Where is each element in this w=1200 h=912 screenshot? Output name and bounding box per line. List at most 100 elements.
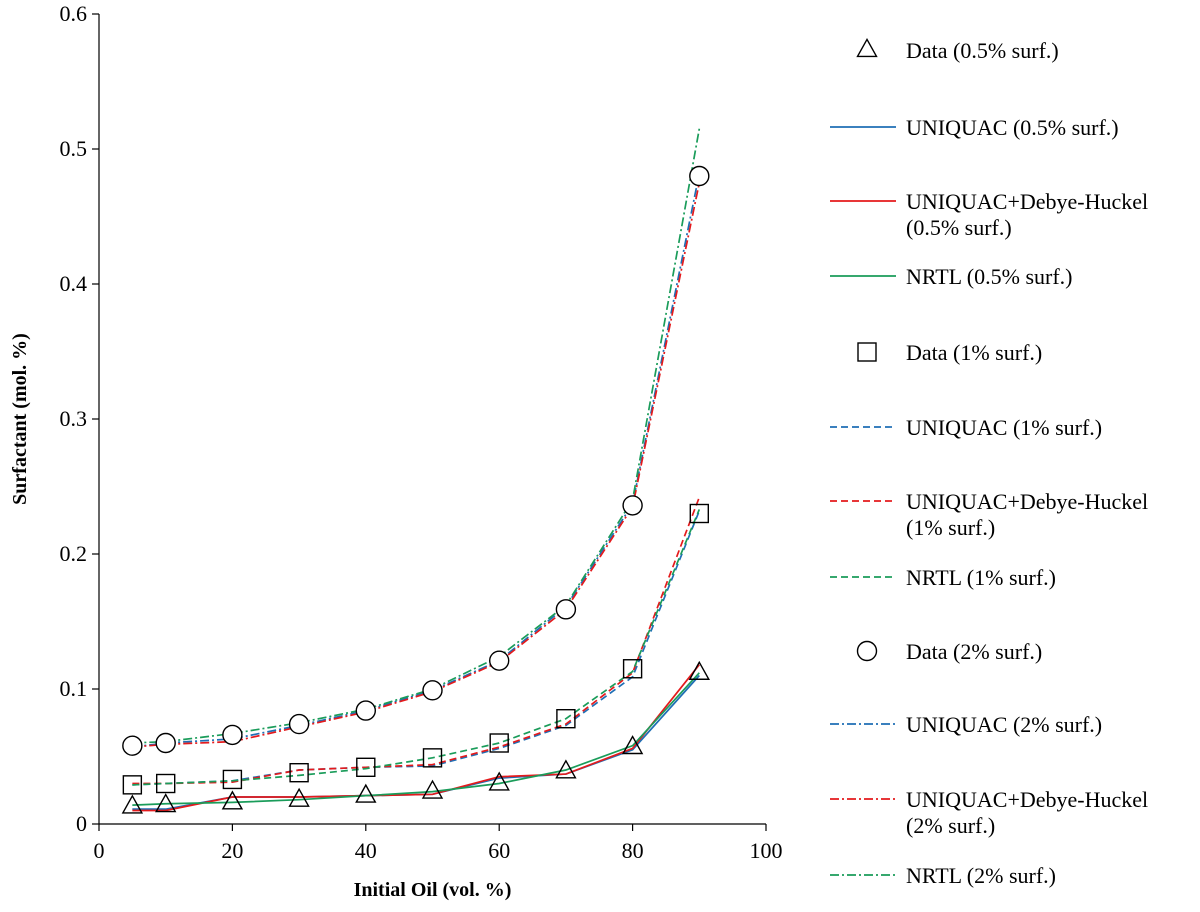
legend-entry: NRTL (1% surf.) [830,565,1056,590]
data-point-circle [122,735,143,756]
data-marker-bg [489,651,509,671]
legend-entry: UNIQUAC+Debye-Huckel(1% surf.) [830,489,1148,540]
legend-swatch-triangle [856,38,878,58]
series-uniquac-debye-huckel-0-5-surf- [132,664,700,812]
series-data-1-surf- [122,503,709,795]
axes [98,14,766,825]
data-marker-bg [356,701,376,721]
legend-label: UNIQUAC (1% surf.) [906,415,1102,440]
y-tick-label: 0.6 [60,1,88,26]
y-tick-label: 0 [76,811,87,836]
legend-label: NRTL (0.5% surf.) [906,264,1073,289]
data-point-circle [355,700,376,721]
x-axis-title: Initial Oil (vol. %) [354,879,512,901]
y-tick-label: 0.4 [60,271,88,296]
series-nrtl-2-surf- [132,128,701,744]
legend-entry: UNIQUAC (1% surf.) [830,415,1102,440]
legend-entry: Data (1% surf.) [857,340,1042,365]
data-point-triangle [355,783,377,803]
data-point-triangle [688,660,710,680]
series-nrtl-1-surf- [132,509,701,786]
data-point-square [155,773,176,794]
series-line [132,173,701,748]
legend-label: NRTL (1% surf.) [906,565,1056,590]
data-point-circle [155,732,176,754]
data-point-triangle [221,790,244,810]
x-axis-ticks: 0 20 40 60 80 100 [94,824,783,863]
legend: Data (0.5% surf.) UNIQUAC (0.5% surf.) UNI… [830,38,1148,888]
series-nrtl-0-5-surf- [132,672,700,806]
data-point-triangle [121,794,144,814]
series-line [132,128,701,744]
legend-label: NRTL (2% surf.) [906,863,1056,888]
data-point-triangle [421,779,444,799]
x-tick-label: 80 [622,838,644,863]
legend-label: (0.5% surf.) [906,215,1012,240]
y-tick-label: 0.5 [60,136,88,161]
y-tick-label: 0.3 [60,406,88,431]
data-point-triangle [288,787,310,807]
series-uniquac-1-surf- [132,510,701,786]
legend-label: UNIQUAC (0.5% surf.) [906,115,1119,140]
legend-entry: Data (2% surf.) [856,639,1042,664]
legend-entry: UNIQUAC+Debye-Huckel(0.5% surf.) [830,189,1148,240]
legend-entry: NRTL (2% surf.) [830,863,1056,888]
data-point-circle [222,724,243,746]
series-uniquac-2-surf- [132,173,701,748]
x-tick-label: 20 [221,838,243,863]
data-point-circle [489,650,510,671]
data-point-square [356,757,376,777]
legend-swatch-square [857,342,877,362]
data-marker-bg [689,166,709,186]
series-line [132,509,701,786]
data-marker-bg [423,680,442,700]
data-point-triangle [488,771,510,791]
y-axis-title: Surfactant (mol. %) [9,333,31,505]
data-marker-bg [556,599,576,619]
series-line [132,182,701,748]
x-tick-label: 60 [488,838,510,863]
x-tick-label: 100 [750,838,783,863]
y-tick-label: 0.2 [60,541,88,566]
x-tick-label: 0 [94,838,105,863]
data-point-triangle [155,793,177,813]
series-line [132,672,700,806]
legend-label: (2% surf.) [906,813,995,838]
series-line [132,510,701,786]
series-uniquac-debye-huckel-2-surf- [132,182,701,748]
y-axis-ticks: 0 0.1 0.2 0.3 0.4 0.5 0.6 [60,1,99,836]
data-point-square [122,775,143,795]
series-line [132,664,700,812]
legend-entry: NRTL (0.5% surf.) [830,264,1073,289]
data-point-square [556,709,576,729]
legend-label: UNIQUAC+Debye-Huckel [906,489,1148,514]
legend-entry: UNIQUAC (0.5% surf.) [830,115,1119,140]
legend-entry: Data (0.5% surf.) [856,38,1059,63]
plot-area [121,128,710,814]
legend-entry: UNIQUAC (2% surf.) [830,712,1102,737]
data-marker-bg [156,733,176,753]
series-data-2-surf- [122,165,710,756]
data-point-circle [555,599,577,620]
legend-label: UNIQUAC+Debye-Huckel [906,787,1148,812]
x-tick-label: 40 [355,838,377,863]
data-point-triangle [621,735,644,755]
data-point-square [489,733,509,753]
legend-label: Data (0.5% surf.) [906,38,1059,63]
legend-label: (1% surf.) [906,515,995,540]
data-point-circle [622,495,643,516]
data-marker-bg [289,714,309,734]
legend-label: Data (1% surf.) [906,340,1042,365]
legend-label: UNIQUAC+Debye-Huckel [906,189,1148,214]
data-point-circle [422,680,443,701]
legend-swatch-circle [856,640,878,662]
data-point-square [289,763,309,783]
legend-label: UNIQUAC (2% surf.) [906,712,1102,737]
data-point-circle [288,713,310,735]
legend-label: Data (2% surf.) [906,639,1042,664]
data-point-triangle [555,759,577,779]
data-marker-bg [222,725,242,745]
data-marker-bg [122,736,142,756]
data-point-square [689,503,709,524]
